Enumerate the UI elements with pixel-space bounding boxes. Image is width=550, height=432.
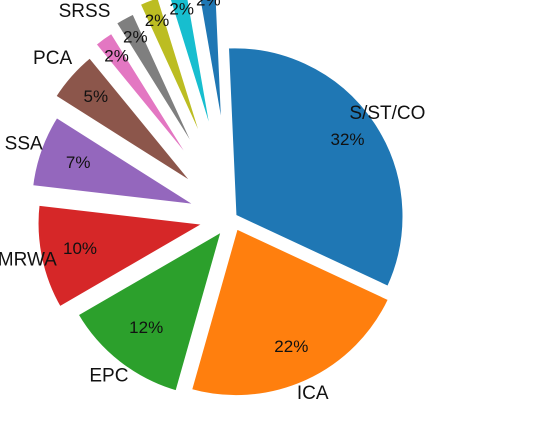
pie-slice-ssa — [29, 113, 202, 209]
slice-percent-label: 2% — [123, 28, 148, 47]
pie-slice-ica — [187, 225, 393, 400]
slice-category-label: PCA — [33, 48, 72, 69]
slice-percent-label: 10% — [63, 239, 97, 258]
slice-category-label: EPC — [89, 365, 128, 386]
pie-slice-mrwa — [34, 201, 209, 311]
pie-slice-s-st-co — [224, 44, 407, 291]
slice-percent-label: 2% — [104, 46, 129, 65]
slice-percent-label: 22% — [274, 337, 308, 356]
slice-category-label: SRSS — [59, 1, 111, 22]
slice-percent-label: 2% — [145, 11, 170, 30]
slice-percent-label: 2% — [196, 0, 221, 10]
slice-percent-label: 7% — [66, 153, 91, 172]
slice-category-label: MRWA — [0, 250, 57, 271]
pie-slice-esmd — [112, 10, 207, 169]
slice-percent-label: 32% — [330, 130, 364, 149]
slice-category-label: SSA — [5, 133, 43, 154]
pie-slice-epc — [74, 227, 226, 395]
slice-percent-label: 12% — [129, 318, 163, 337]
pie-slice-so-bss — [136, 0, 212, 161]
pie-slice-rsa — [196, 0, 227, 149]
slice-category-label: S/ST/CO — [349, 103, 425, 124]
pie-slice-spa — [166, 0, 219, 154]
slice-category-label: ICA — [297, 383, 329, 404]
pie-slice-pca — [51, 53, 200, 190]
slice-percent-label: 5% — [84, 87, 109, 106]
slice-percent-label: 2% — [169, 0, 194, 18]
pie-slice-srss — [92, 29, 204, 178]
